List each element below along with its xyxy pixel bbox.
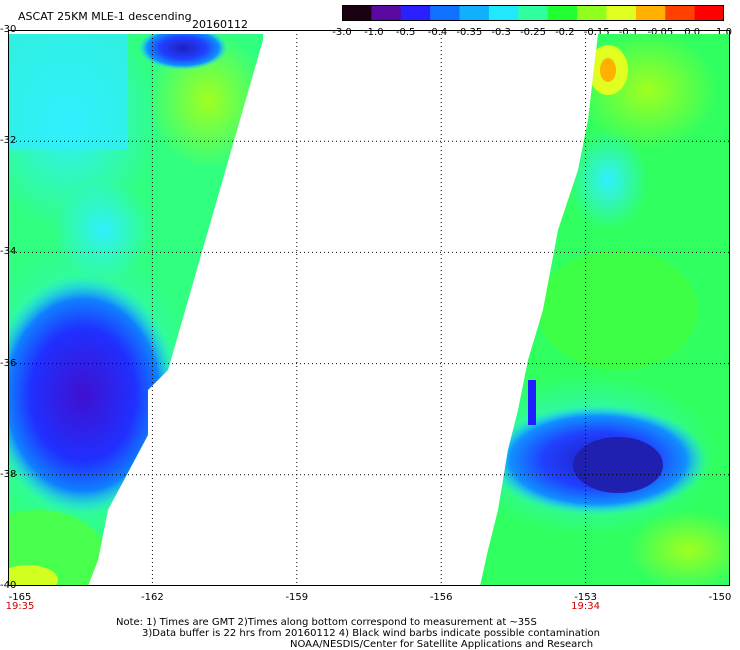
latitude-label: -30 <box>0 24 17 35</box>
latitude-label: -32 <box>0 135 17 147</box>
colorbar-segment <box>342 5 372 21</box>
colorbar-segment <box>371 5 402 21</box>
colorbar-gradient <box>342 5 725 21</box>
note-line-3: NOAA/NESDIS/Center for Satellite Applica… <box>290 639 594 650</box>
map-title: ASCAT 25KM MLE-1 descending <box>18 10 192 23</box>
longitude-label: -165 <box>8 592 32 603</box>
map-panel <box>8 30 730 586</box>
map-frame <box>8 30 730 586</box>
longitude-label: -162 <box>141 592 164 603</box>
colorbar-tick-label: -0.15 <box>583 27 610 38</box>
colorbar-segment <box>547 5 578 21</box>
colorbar-tick-label: -3.0 <box>332 27 352 38</box>
longitude-label: -150 <box>708 592 732 603</box>
colorbar-tick-label: -0.2 <box>555 27 575 38</box>
colorbar-tick-label: -0.05 <box>647 27 674 38</box>
colorbar-frame <box>342 5 724 21</box>
colorbar-tick-label: 0.0 <box>684 27 701 38</box>
colorbar-tick-label: -0.5 <box>395 27 416 38</box>
colorbar-segment <box>577 5 608 21</box>
colorbar-segment <box>518 5 549 21</box>
colorbar <box>342 5 725 21</box>
colorbar-tick-label: -0.25 <box>520 27 546 38</box>
colorbar-segment <box>488 5 519 21</box>
note-line-1: Note: 1) Times are GMT 2)Times along bot… <box>116 617 537 628</box>
colorbar-tick-label: 1.0 <box>716 27 732 38</box>
longitude-label: -159 <box>285 592 309 603</box>
colorbar-tick-label: -1.0 <box>364 27 384 38</box>
longitude-label: -153 <box>574 592 597 603</box>
colorbar-segment <box>459 5 490 21</box>
colorbar-tick-label: -0.3 <box>491 27 511 38</box>
colorbar-segment <box>694 5 725 21</box>
colorbar-tick-label: -0.1 <box>618 27 639 38</box>
left-swath <box>8 34 263 586</box>
colorbar-segment <box>635 5 666 21</box>
map-gridlines <box>8 30 730 586</box>
latitude-label: -38 <box>0 468 17 480</box>
longitude-label: -156 <box>429 592 453 603</box>
measurement-time-label: 19:34 <box>571 601 600 612</box>
map-date: 20160112 <box>192 18 248 31</box>
note-line-2: 3)Data buffer is 22 hrs from 20160112 4)… <box>142 628 600 639</box>
colorbar-segment <box>430 5 461 21</box>
colorbar-segment <box>665 5 696 21</box>
map-plot <box>8 30 730 586</box>
latitude-label: -36 <box>0 357 17 369</box>
colorbar-tick-label: -0.4 <box>427 27 448 38</box>
latitude-label: -40 <box>0 580 17 591</box>
colorbar-segment <box>606 5 637 21</box>
right-swath <box>480 34 730 586</box>
colorbar-segment <box>400 5 431 21</box>
latitude-label: -34 <box>0 246 17 258</box>
colorbar-tick-label: -0.35 <box>456 27 483 38</box>
measurement-time-label: 19:35 <box>5 601 35 612</box>
